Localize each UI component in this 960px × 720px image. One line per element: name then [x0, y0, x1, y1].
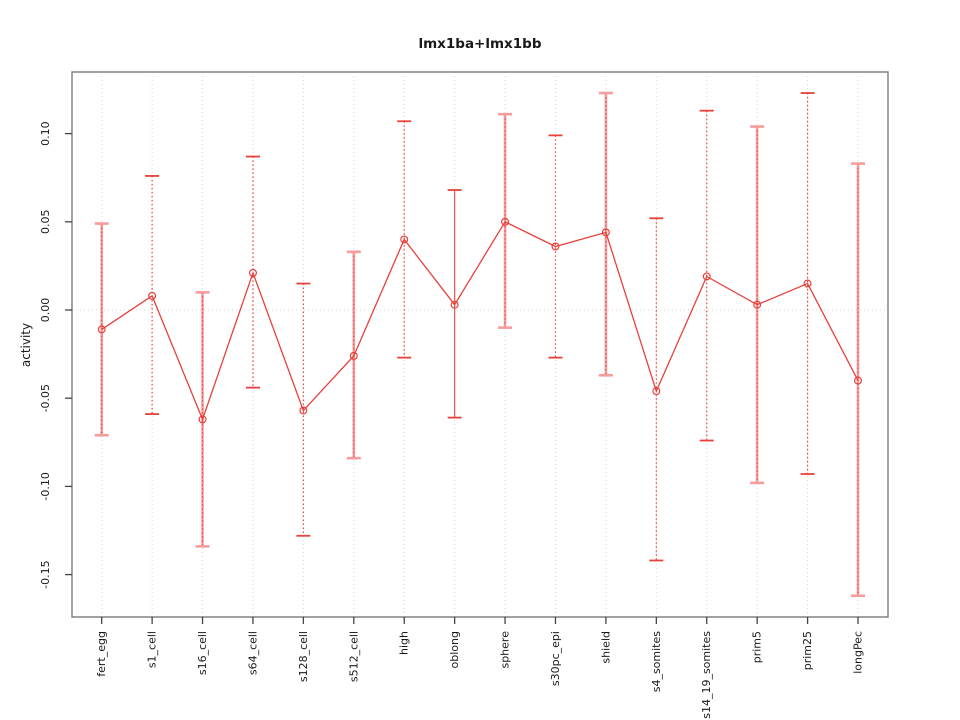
- data-point: [198, 415, 207, 424]
- x-tick-label: high: [398, 631, 411, 655]
- x-tick-label: s16_cell: [196, 631, 209, 675]
- x-tick-label: s128_cell: [297, 631, 310, 682]
- plot-box: [71, 71, 889, 618]
- y-tick-label: -0.15: [39, 560, 52, 588]
- x-tick-label: s1_cell: [146, 631, 159, 668]
- x-tick-label: sphere: [499, 631, 512, 669]
- data-point: [97, 325, 106, 334]
- series-line: [101, 220, 859, 422]
- y-tick-label: 0.05: [39, 210, 52, 235]
- x-tick-label: fert_egg: [95, 631, 108, 677]
- y-axis-label: activity: [19, 323, 33, 367]
- y-tick-label: 0.10: [39, 121, 52, 146]
- data-point: [652, 387, 661, 396]
- x-tick-label: prim25: [801, 631, 814, 670]
- data-point: [501, 217, 510, 226]
- data-point: [400, 235, 409, 244]
- x-tick-label: oblong: [448, 631, 461, 668]
- y-tick-label: 0.00: [39, 298, 52, 323]
- data-point: [299, 406, 308, 415]
- data-point: [803, 279, 812, 288]
- x-tick-label: longPec: [852, 631, 865, 674]
- y-tick-label: -0.05: [39, 384, 52, 412]
- x-tick-label: shield: [599, 631, 612, 664]
- data-point: [753, 300, 762, 309]
- plot-area: 0.10 0.05 0.00 -0.05 -0.10 -0.15 fert_egg s1_ce…: [39, 71, 889, 719]
- chart-title: lmx1ba+lmx1bb: [418, 36, 541, 52]
- data-point: [248, 268, 257, 277]
- x-tick-label: s64_cell: [246, 631, 259, 675]
- data-point: [148, 291, 157, 300]
- data-point: [853, 376, 862, 385]
- data-point: [551, 242, 560, 251]
- x-tick-label: s4_somites: [650, 631, 663, 693]
- data-point: [349, 351, 358, 360]
- y-tick-label: -0.10: [39, 472, 52, 500]
- x-tick-label: s14_19_somites: [700, 631, 713, 719]
- x-tick-label: s30pc_epi: [549, 631, 562, 686]
- data-point: [702, 272, 711, 281]
- data-point: [450, 300, 459, 309]
- x-tick-label: prim5: [751, 631, 764, 663]
- x-tick-label: s512_cell: [347, 631, 360, 682]
- data-point: [601, 228, 610, 237]
